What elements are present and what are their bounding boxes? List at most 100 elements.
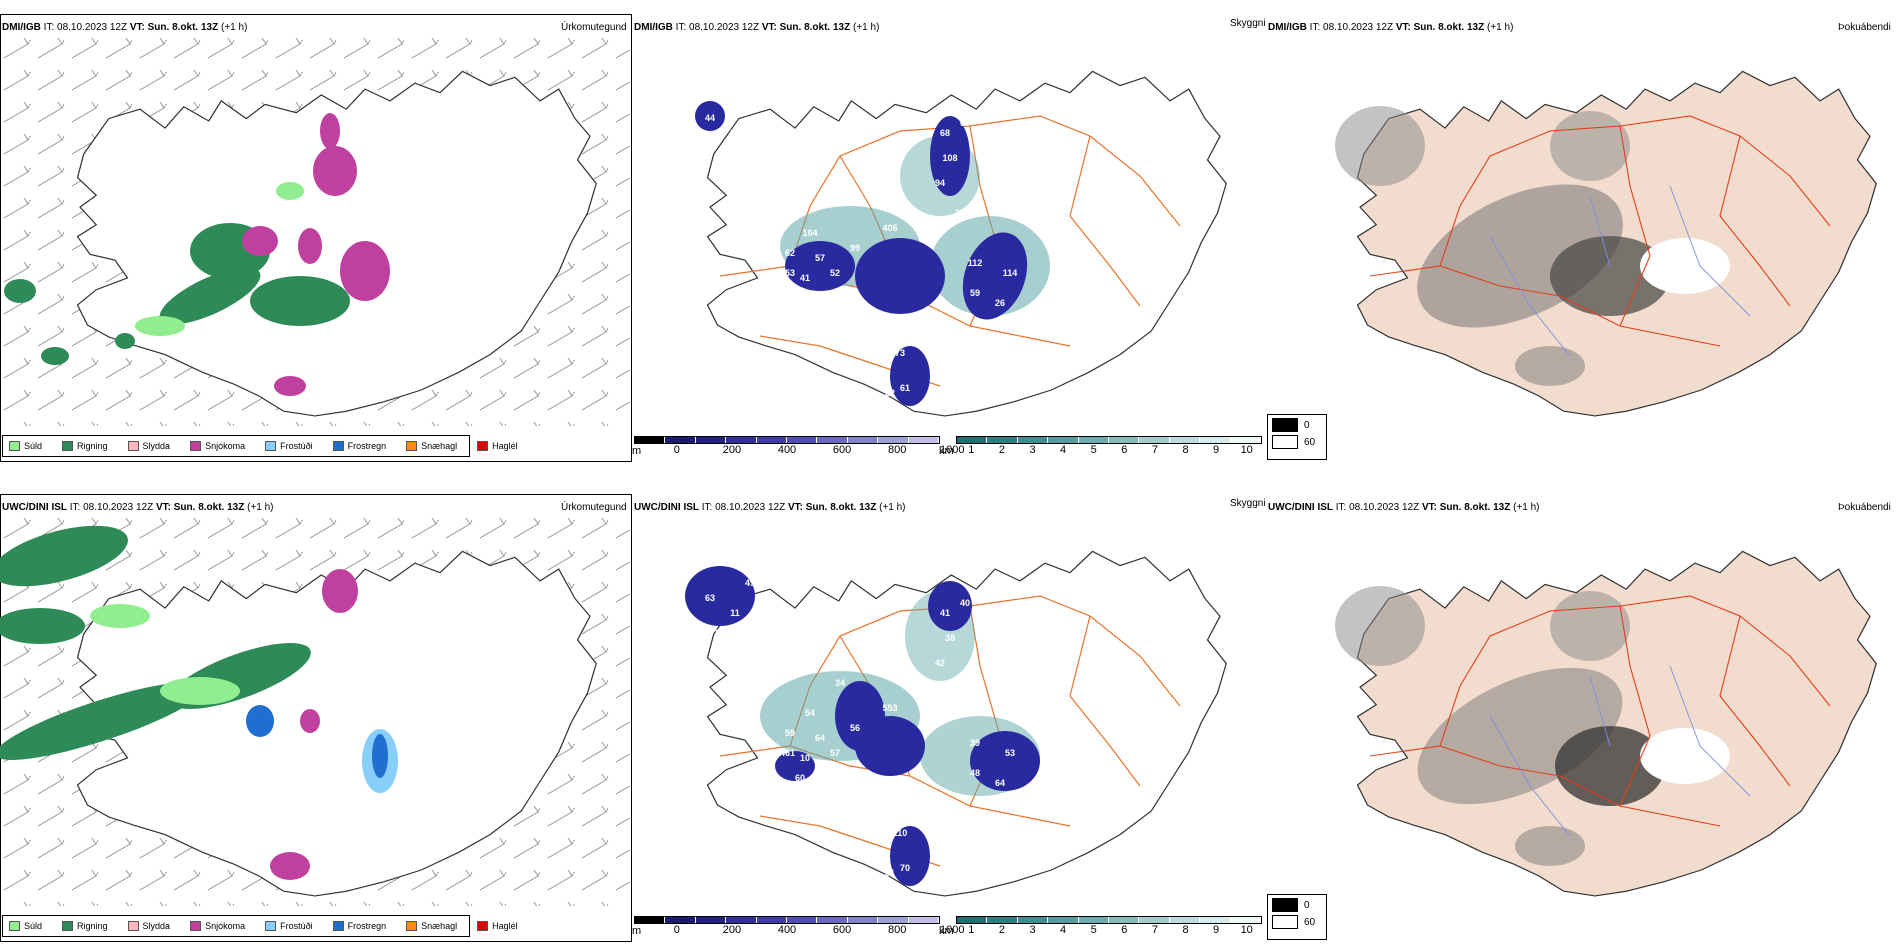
colorbar-cell [1230,917,1262,923]
legend-swatch [477,441,489,451]
legend-item: Snjókoma [190,441,245,451]
colorbar-unit: km [939,925,954,937]
cloudbase-label: 59 [785,728,795,738]
colorbar-cell [847,437,879,443]
colorbar-tick: 3 [1029,924,1036,936]
fog-title-2: UWC/DINI ISL IT: 08.10.2023 12Z VT: Sun.… [1268,502,1540,513]
precip-map-1 [0,36,630,426]
colorbar-cells [956,436,1262,444]
cloudbase-label: 142 [932,318,947,328]
fog-panel-type-2: Þokuábendi [1838,502,1891,513]
cloudbase-label: 31 [865,178,875,188]
road-network [1369,595,1831,827]
precip-blobs [0,525,398,880]
cloudbase-label: 40 [960,598,970,608]
cloudbase-label: 54 [870,348,880,358]
colorbar-cell [957,917,988,923]
colorbar-cell [756,917,788,923]
cloudbase-label: 37 [955,688,965,698]
colorbar-tick: 200 [722,444,742,456]
legend-item: Slydda [127,441,170,451]
legend-swatch [9,441,20,451]
colorbar-cell [787,437,818,443]
legend-swatch [406,921,418,931]
legend-item: Slydda [127,921,170,931]
legend-swatch [9,921,20,931]
fog-title-1: DMI/IGB IT: 08.10.2023 12Z VT: Sun. 8.ok… [1268,22,1514,33]
cloudbase-label: 52 [830,268,840,278]
colorbar-tick: 2 [998,444,1005,456]
colorbar-cell [1139,437,1170,443]
colorbar-tick: 1000 [939,444,965,456]
cloudbase-label: 10 [800,753,810,763]
colorbar-cell [1017,437,1049,443]
model-name: DMI/IGB [2,22,41,33]
colorbar-cell [1169,437,1201,443]
legend-item: Haglél [477,441,518,451]
legend-swatch [1272,435,1298,449]
cloudbase-label: 37 [955,208,965,218]
colorbar-cell [1048,437,1079,443]
cloudbase-label: 42 [935,658,945,668]
colorbar-cell [878,437,909,443]
legend-swatch [62,921,74,931]
colorbar-tick: 10 [1240,924,1253,936]
legend-item: Frostregn [332,921,386,931]
colorbar-cell [665,437,696,443]
visibility-colorbar-2: 1 2 3 4 5 6 7 8 9 10 km [939,916,1262,937]
legend-swatch [477,921,489,931]
cloudbase-label: 48 [970,768,980,778]
precip-title-2: UWC/DINI ISL IT: 08.10.2023 12Z VT: Sun.… [2,502,274,513]
colorbar-tick: 400 [777,924,797,936]
cloudbase-label: 11 [730,608,740,618]
cloudbase-label: 114 [1003,268,1018,278]
cloudbase-label: 62 [785,248,795,258]
cloud-map-2: 63 49 20 54 10 59 61 64 57 56 74 553 40 38 41 40 42 39 53 4… [685,550,1227,897]
cloudbase-label: 54 [805,708,815,718]
colorbar-tick: 7 [1151,444,1158,456]
cloudbase-field [685,566,1040,886]
cloudbase-label: 78 [845,798,855,808]
colorbar-cell [817,917,848,923]
colorbar-cell [726,437,757,443]
cloud-title-1: DMI/IGB IT: 08.10.2023 12Z VT: Sun. 8.ok… [634,22,880,33]
cloudbase-label: 49 [745,578,755,588]
cloudbase-label: 57 [815,253,825,263]
cloudbase-label: 61 [900,383,910,393]
legend-swatch [62,441,74,451]
colorbar-unit: m [632,445,642,457]
colorbar-tick: 6 [1121,924,1128,936]
colorbar-unit: m [632,925,642,937]
colorbar-ticks: 1 2 3 4 5 6 7 8 9 10 [956,444,1262,456]
colorbar-cell [695,917,727,923]
cloudbase-labels: 44 61 49 104 41 62 53 57 52 99 31 406 202 108 68 60 94 11… [705,98,1017,398]
colorbar-ticks: 0 200 400 600 800 1000 [634,924,965,936]
cloudbase-label: 69 [855,298,865,308]
fog-map-1 [1335,70,1877,417]
cloudbase-label: 112 [968,258,983,268]
cloudbase-label: 104 [802,228,817,238]
cloud-map-1: 44 61 49 104 41 62 53 57 52 99 31 406 202 108 68 60 94 11… [695,70,1227,417]
colorbar-tick: 0 [673,444,680,456]
colorbar-cells [634,436,940,444]
cloudbase-label: 40 [930,708,940,718]
colorbar-tick: 4 [1060,924,1067,936]
cloudbase-label: 64 [995,778,1005,788]
legend-swatch [190,921,202,931]
cloudbase-label: 51 [885,868,895,878]
precip-blobs [4,113,390,396]
colorbar-tick: 600 [832,924,852,936]
legend-swatch [265,441,277,451]
cloudbase-label: 39 [970,738,980,748]
cloudbase-label: 62 [875,373,885,383]
legend-item: Snæhagl [406,921,457,931]
cloudbase-label: 41 [800,273,810,283]
legend-swatch [127,921,139,931]
colorbar-cell [847,917,879,923]
cloudbase-label: 61 [745,98,755,108]
cloudbase-label: 53 [785,268,795,278]
fog-legend-row: 0 [1272,898,1322,912]
cloudbase-label: 44 [775,748,785,758]
colorbar-cell [1169,917,1201,923]
precip-legend-1: Súld Rigning Slydda Snjókoma Frostúði Fr… [2,435,518,457]
